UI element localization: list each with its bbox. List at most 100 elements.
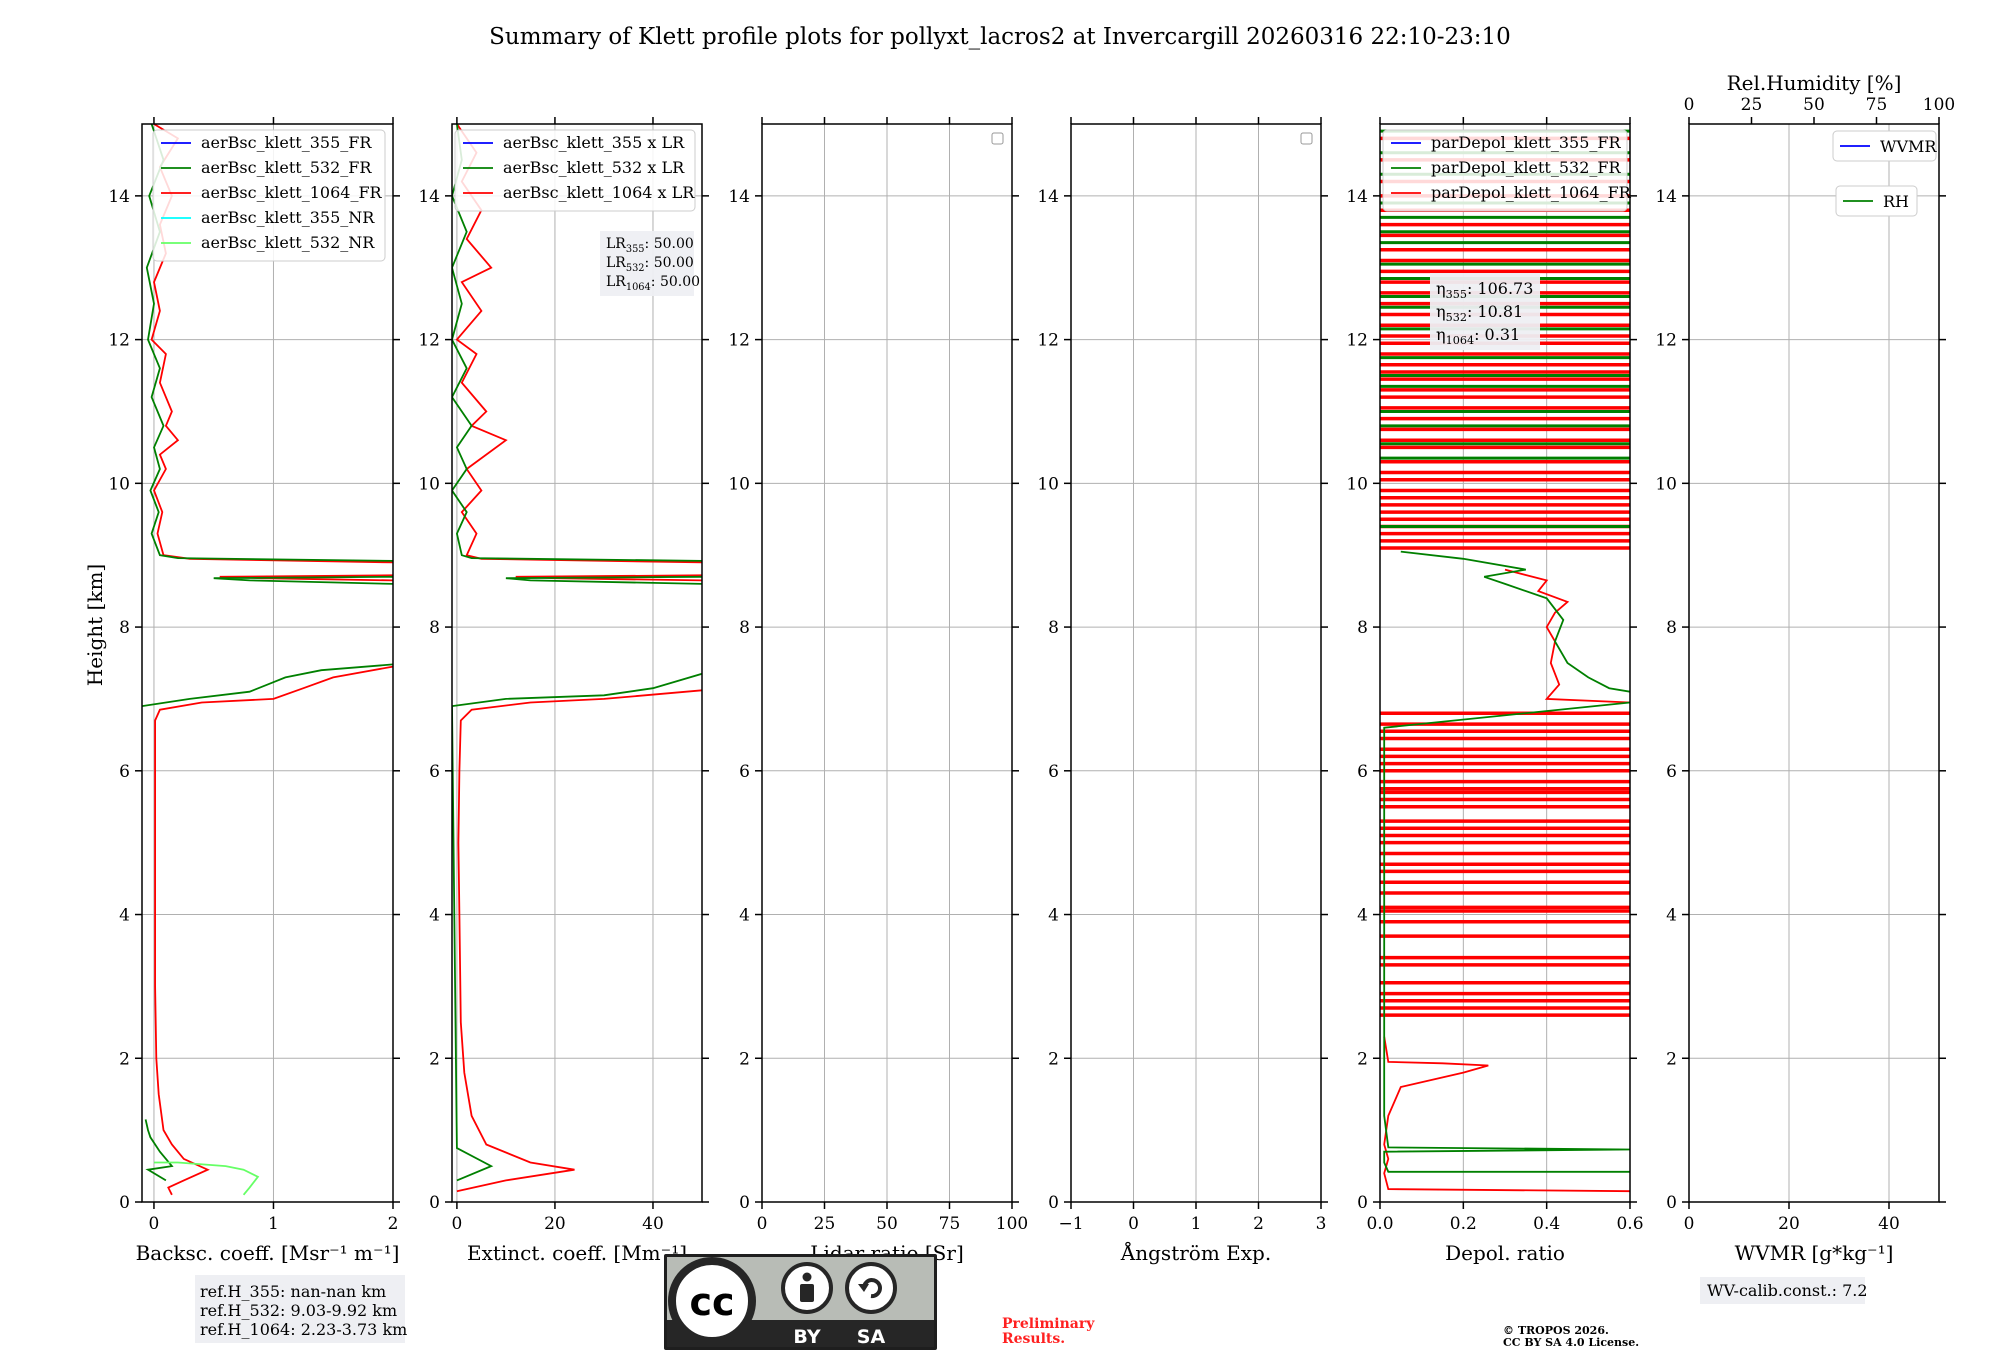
legend-item: RH (1883, 192, 1909, 211)
series-line-1064-x-lr (456, 689, 702, 1193)
y-tick-label: 6 (739, 762, 750, 782)
series-line-pardepol-klett-1064-fr-mid (1504, 568, 1630, 704)
x-tick-label: 40 (642, 1214, 664, 1234)
series-line-aerbsc-klett-1064-fr (154, 665, 393, 1196)
legend-item: aerBsc_klett_532_NR (201, 233, 375, 252)
y-tick-label: 14 (1037, 187, 1059, 207)
x-tick-label: 0 (1128, 1214, 1139, 1234)
x-axis-label: Backsc. coeff. [Msr⁻¹ m⁻¹] (136, 1241, 400, 1265)
axes-frame (761, 123, 1013, 1203)
y-tick-label: 4 (1048, 906, 1059, 926)
y-tick-label: 10 (728, 474, 750, 494)
y-tick-label: 4 (1666, 906, 1677, 926)
axes-frame (1379, 123, 1631, 1203)
preliminary-line-1: Preliminary (1002, 1316, 1095, 1332)
series-line-1064-top (455, 124, 702, 564)
x-tick-label: 2 (388, 1214, 399, 1234)
annotation-line: η1064: 0.31 (1436, 325, 1520, 347)
cc-icon (668, 1257, 756, 1345)
y-tick-label: 0 (739, 1193, 750, 1213)
x-tick-label: 0.0 (1366, 1214, 1393, 1234)
y-tick-label: 8 (1357, 618, 1368, 638)
ref-heights-box: ref.H_355: nan-nan km ref.H_532: 9.03-9.… (195, 1275, 407, 1343)
cc-license-badge: cc BY SA (664, 1254, 937, 1350)
x-axis-label: Extinct. coeff. [Mm⁻¹] (467, 1241, 687, 1265)
panel-wvmr: 0 20 40 0 2 4 6 8 10 12 14 WVMR [g*kg⁻¹] 0 25 50 75 100 R… (1655, 71, 1955, 1265)
legend-item: aerBsc_klett_532_FR (201, 158, 372, 177)
panel-depol: 0.0 0.2 0.4 0.6 0 2 4 6 8 10 12 14 Depol. ratio parDe… (1346, 117, 1644, 1265)
y-tick-label: 8 (119, 618, 130, 638)
wv-calib-text: WV-calib.const.: 7.2 (1707, 1281, 1868, 1300)
legend-item: aerBsc_klett_355_NR (201, 208, 375, 227)
x-tick-label: 20 (1778, 1214, 1800, 1234)
x-axis-label: Depol. ratio (1445, 1241, 1565, 1265)
x-axis-label: Ångström Exp. (1120, 1240, 1271, 1265)
license-sa: SA (857, 1326, 886, 1348)
legend-item: parDepol_klett_355_FR (1431, 133, 1622, 152)
copyright-line-1: © TROPOS 2026. (1503, 1324, 1609, 1337)
x-tick-label: 25 (814, 1214, 836, 1234)
cc-text: cc (689, 1280, 734, 1324)
y-tick-label: 14 (1346, 187, 1368, 207)
legend-item: aerBsc_klett_1064 x LR (503, 183, 695, 202)
annotation-line: LR532: 50.00 (606, 255, 694, 274)
y-tick-label: 12 (108, 331, 130, 351)
sa-share-alike-icon (845, 1262, 897, 1314)
annotation-line: η532: 10.81 (1436, 302, 1523, 324)
y-tick-label: 14 (108, 187, 130, 207)
x-tick-label: 1 (268, 1214, 279, 1234)
x-tick-label: 0 (757, 1214, 768, 1234)
series-line-532-x-lr (452, 672, 702, 1182)
x-tick-label: 2 (1253, 1214, 1264, 1234)
axes-frame (1688, 123, 1940, 1203)
legend: parDepol_klett_355_FR parDepol_klett_532_… (1382, 129, 1632, 212)
annotation-line: LR355: 50.00 (606, 236, 694, 255)
y-tick-label: 6 (1048, 762, 1059, 782)
y-tick-label: 6 (119, 762, 130, 782)
panel-extinction: 0 20 40 0 2 4 6 8 10 12 14 Extinct. coeff. [Mm⁻¹] ae… (418, 117, 709, 1265)
legend: WVMR RH (1832, 130, 1937, 217)
x-tick-label: −1 (1058, 1214, 1083, 1234)
figure-title: Summary of Klett profile plots for polly… (489, 24, 1511, 50)
top-x-tick-label: 25 (1741, 95, 1763, 115)
x-tick-label: 100 (996, 1214, 1028, 1234)
y-tick-label: 2 (429, 1049, 440, 1069)
x-tick-label: 75 (939, 1214, 961, 1234)
ref-height-355: ref.H_355: nan-nan km (200, 1282, 386, 1301)
y-tick-label: 10 (418, 474, 440, 494)
x-tick-label: 0 (1684, 1214, 1695, 1234)
copyright-line-2: CC BY SA 4.0 License. (1503, 1336, 1639, 1349)
license-by: BY (793, 1326, 820, 1348)
y-tick-label: 2 (739, 1049, 750, 1069)
legend: aerBsc_klett_355_FR aerBsc_klett_532_FRae… (152, 129, 386, 262)
y-tick-label: 10 (1037, 474, 1059, 494)
y-tick-label: 10 (1346, 474, 1368, 494)
x-tick-label: 1 (1191, 1214, 1202, 1234)
y-tick-label: 6 (1666, 762, 1677, 782)
axes-frame (1070, 123, 1322, 1203)
x-tick-label: 0.6 (1616, 1214, 1643, 1234)
series-line-aerbsc-klett-532-fr-upper (142, 663, 393, 707)
legend-item: WVMR (1880, 137, 1937, 156)
series-line-532-top (452, 124, 702, 562)
x-tick-label: 0 (149, 1214, 160, 1234)
legend-item: aerBsc_klett_532 x LR (503, 158, 685, 177)
series-line-532-spike (505, 575, 702, 585)
y-tick-label: 0 (1048, 1193, 1059, 1213)
y-tick-label: 6 (1357, 762, 1368, 782)
y-tick-label: 4 (739, 906, 750, 926)
x-tick-label: 0 (451, 1214, 462, 1234)
y-tick-label: 2 (1357, 1049, 1368, 1069)
y-tick-label: 0 (1666, 1193, 1677, 1213)
x-axis-label: WVMR [g*kg⁻¹] (1735, 1241, 1894, 1265)
y-tick-label: 12 (1655, 331, 1677, 351)
y-tick-label: 12 (418, 331, 440, 351)
x-tick-label: 20 (544, 1214, 566, 1234)
y-tick-label: 12 (728, 331, 750, 351)
axes-frame (141, 123, 394, 1203)
